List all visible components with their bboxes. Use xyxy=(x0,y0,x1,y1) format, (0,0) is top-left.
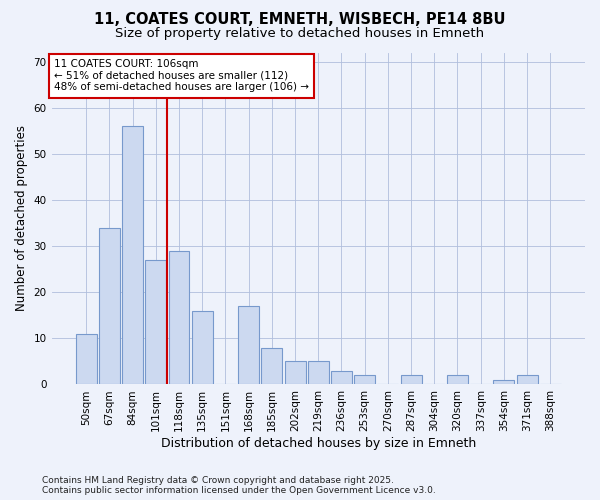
Bar xyxy=(331,370,352,384)
Bar xyxy=(99,228,120,384)
Bar xyxy=(192,310,212,384)
Bar xyxy=(354,375,375,384)
Bar xyxy=(517,375,538,384)
Text: 11 COATES COURT: 106sqm
← 51% of detached houses are smaller (112)
48% of semi-d: 11 COATES COURT: 106sqm ← 51% of detache… xyxy=(54,59,309,92)
Text: 11, COATES COURT, EMNETH, WISBECH, PE14 8BU: 11, COATES COURT, EMNETH, WISBECH, PE14 … xyxy=(94,12,506,28)
Bar xyxy=(262,348,283,385)
Bar xyxy=(122,126,143,384)
Bar xyxy=(145,260,166,384)
Bar xyxy=(447,375,468,384)
Bar xyxy=(169,251,190,384)
Text: Contains HM Land Registry data © Crown copyright and database right 2025.: Contains HM Land Registry data © Crown c… xyxy=(42,476,394,485)
Bar xyxy=(401,375,422,384)
Y-axis label: Number of detached properties: Number of detached properties xyxy=(15,126,28,312)
X-axis label: Distribution of detached houses by size in Emneth: Distribution of detached houses by size … xyxy=(161,437,476,450)
Text: Contains public sector information licensed under the Open Government Licence v3: Contains public sector information licen… xyxy=(42,486,436,495)
Bar xyxy=(308,362,329,384)
Text: Size of property relative to detached houses in Emneth: Size of property relative to detached ho… xyxy=(115,28,485,40)
Bar xyxy=(76,334,97,384)
Bar xyxy=(238,306,259,384)
Bar xyxy=(493,380,514,384)
Bar xyxy=(284,362,305,384)
